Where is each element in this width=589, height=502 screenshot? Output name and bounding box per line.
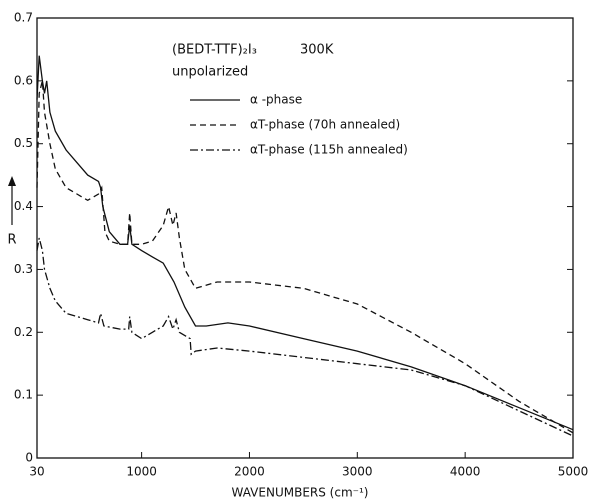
x-tick-label: 4000: [450, 465, 481, 479]
chart-title: (BEDT-TTF)₂I₃: [172, 43, 257, 58]
line-series: [36, 55, 574, 431]
y-tick-label: 0.7: [14, 11, 33, 25]
legend-label: α -phase: [250, 93, 302, 107]
y-tick-label: 0.3: [14, 262, 33, 276]
plot-frame: [36, 17, 574, 459]
annotation: unpolarized: [172, 65, 248, 80]
legend-label: αT-phase (115h annealed): [250, 143, 408, 157]
y-arrow: [8, 176, 16, 225]
y-tick-label: 0.2: [14, 325, 33, 339]
line-series: [36, 80, 574, 434]
y-tick-label: 0.4: [14, 199, 33, 213]
x-tick-label: 3000: [342, 465, 373, 479]
line-series: [36, 237, 574, 437]
x-tick-label: 1000: [126, 465, 157, 479]
x-tick-label: 5000: [558, 465, 589, 479]
y-tick-label: 0.1: [14, 388, 33, 402]
y-tick-label: 0: [25, 451, 33, 465]
y-tick-label: 0.6: [14, 73, 33, 87]
x-tick-label: 2000: [234, 465, 265, 479]
x-axis-label: WAVENUMBERS (cm⁻¹): [232, 486, 369, 500]
chart-subtitle: 300K: [300, 43, 334, 58]
legend-label: αT-phase (70h annealed): [250, 118, 400, 132]
y-tick-label: 0.5: [14, 136, 33, 150]
x-tick-label: 30: [29, 465, 44, 479]
y-axis-label: R: [7, 233, 16, 248]
